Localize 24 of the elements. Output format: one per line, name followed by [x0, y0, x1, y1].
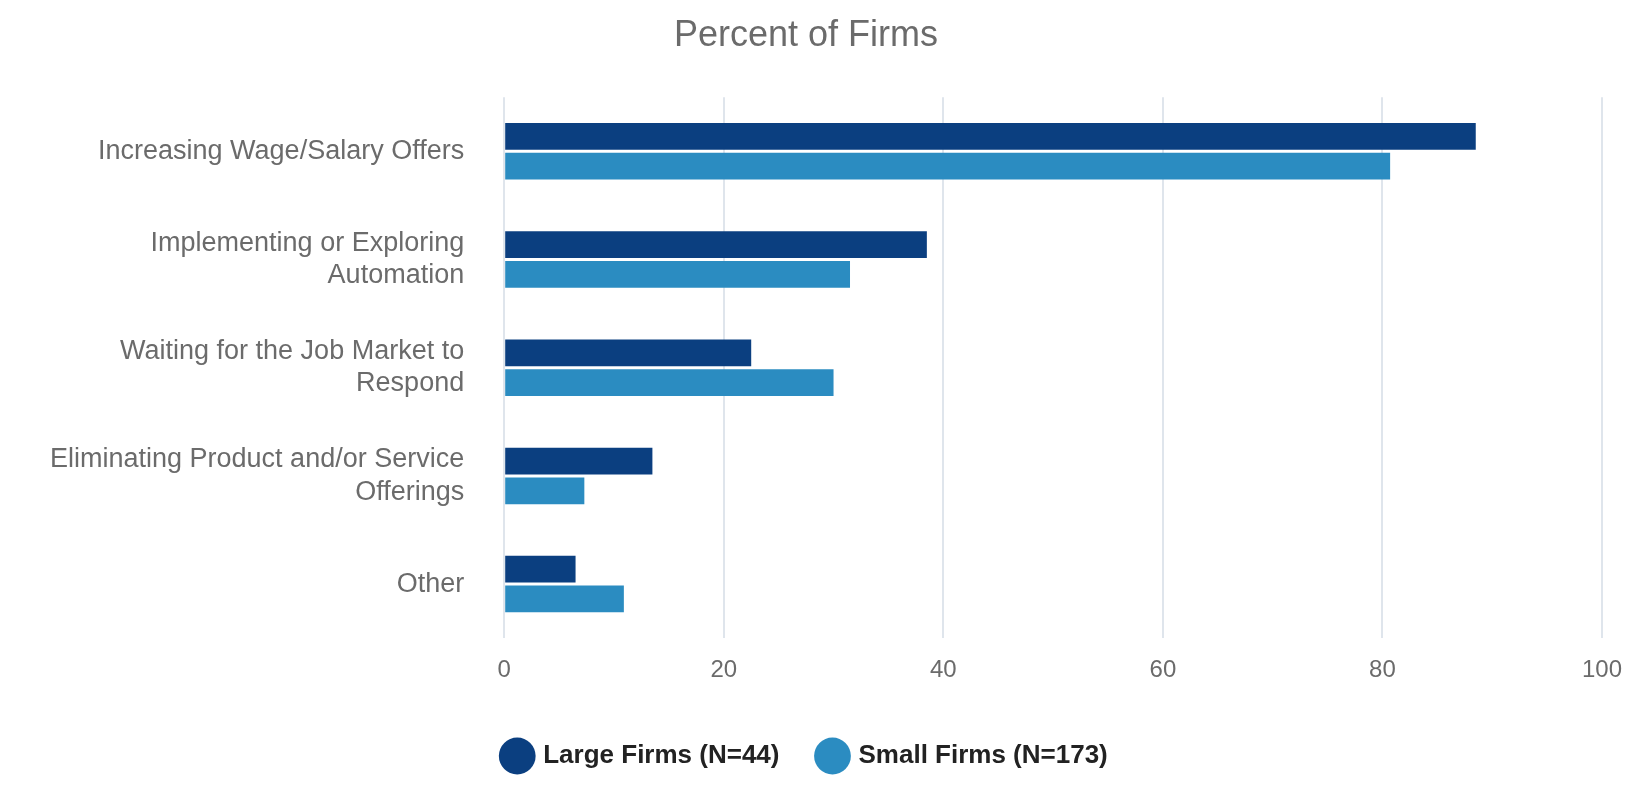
- legend-label: Large Firms (N=44): [543, 739, 780, 770]
- x-tick-label: 0: [497, 655, 511, 683]
- bar: [505, 152, 1391, 180]
- bar: [505, 369, 834, 396]
- y-tick-label: Increasing Wage/Salary Offers: [98, 134, 465, 165]
- bar: [505, 447, 653, 475]
- y-tick-label: Other: [396, 567, 465, 598]
- x-tick-label: 80: [1369, 655, 1396, 683]
- y-tick-label: Eliminating Product and/or Service Offerings: [50, 443, 465, 506]
- bar: [505, 477, 585, 505]
- chart-title: Percent of Firms: [673, 12, 939, 54]
- x-tick-label: 20: [710, 655, 738, 683]
- bar: [505, 123, 1476, 150]
- bar: [505, 231, 927, 259]
- bar: [505, 555, 576, 583]
- y-tick-label: Waiting for the Job Market to Respond: [120, 334, 465, 398]
- bar: [505, 339, 752, 367]
- legend-label: Small Firms (N=173): [858, 739, 1108, 770]
- x-tick-label: 100: [1581, 655, 1623, 683]
- x-tick-label: 60: [1149, 655, 1177, 683]
- y-tick-label: Implementing or Exploring Automation: [150, 226, 465, 290]
- bar: [505, 585, 624, 613]
- bar: [505, 260, 851, 288]
- x-tick-label: 40: [929, 655, 957, 683]
